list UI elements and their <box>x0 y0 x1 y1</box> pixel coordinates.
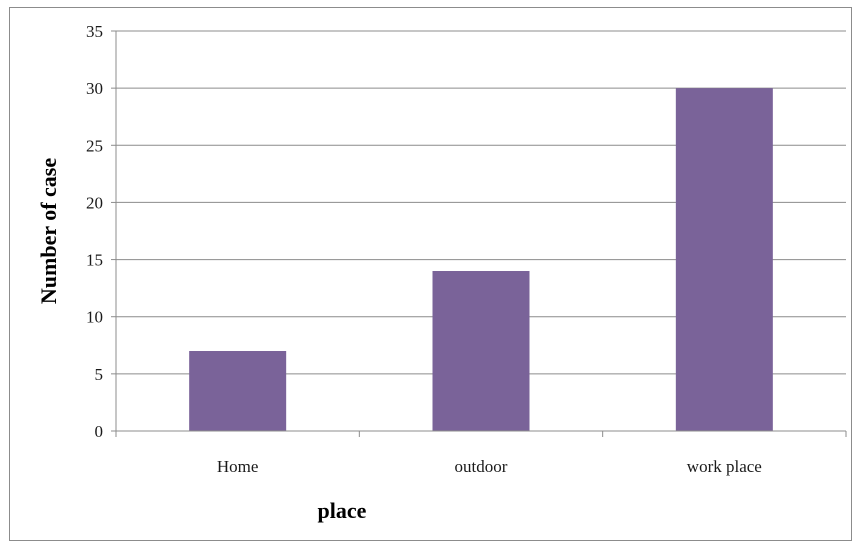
x-tick-label: Home <box>217 457 259 476</box>
x-tick-label: work place <box>687 457 762 476</box>
y-tick-label: 5 <box>95 365 104 384</box>
bar-work-place <box>675 88 773 432</box>
axes <box>111 30 847 437</box>
bar-home <box>189 351 287 431</box>
x-tick-label: outdoor <box>455 457 508 476</box>
x-tick-labels: Home outdoor work place <box>217 457 762 476</box>
y-tick-label: 25 <box>86 136 103 155</box>
y-axis-title: Number of case <box>36 158 61 304</box>
bar-outdoor <box>432 271 530 431</box>
y-tick-label: 30 <box>86 79 103 98</box>
y-tick-label: 0 <box>95 422 104 441</box>
y-tick-labels: 0 5 10 15 20 25 30 35 <box>86 22 103 441</box>
y-tick-label: 15 <box>86 251 103 270</box>
y-tick-label: 10 <box>86 308 103 327</box>
y-tick-label: 35 <box>86 22 103 41</box>
y-tick-label: 20 <box>86 193 103 212</box>
x-axis-title: place <box>318 498 367 523</box>
bars <box>189 88 773 432</box>
